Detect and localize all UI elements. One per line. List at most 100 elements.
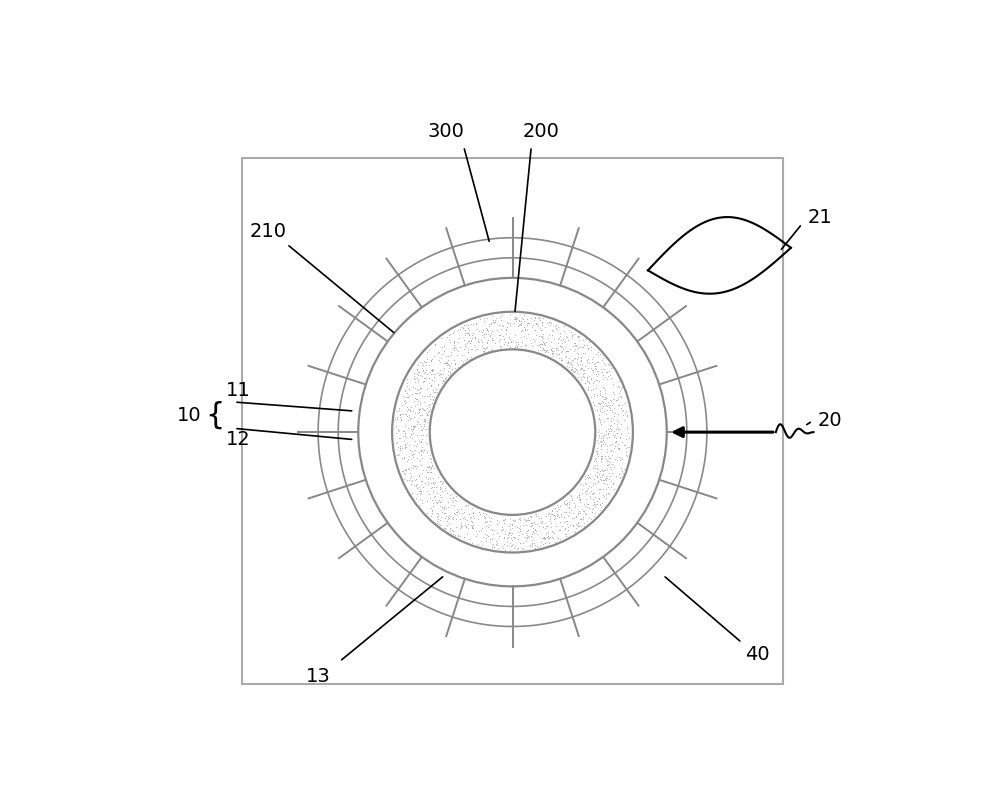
Point: [575, 478, 591, 491]
Point: [607, 452, 623, 465]
Point: [451, 506, 467, 519]
Point: [404, 474, 420, 487]
Point: [601, 467, 617, 480]
Point: [464, 536, 480, 549]
Point: [409, 367, 425, 380]
Point: [592, 473, 608, 486]
Point: [605, 444, 621, 457]
Point: [454, 358, 470, 371]
Point: [426, 491, 442, 504]
Point: [419, 383, 435, 396]
Point: [599, 411, 615, 424]
Point: [610, 380, 626, 393]
Point: [394, 407, 410, 420]
Point: [458, 341, 474, 354]
Point: [594, 405, 610, 418]
Point: [389, 436, 405, 449]
Point: [545, 526, 561, 539]
Point: [474, 335, 490, 348]
Point: [423, 456, 439, 469]
Point: [573, 354, 589, 367]
Point: [401, 463, 417, 476]
Point: [407, 386, 423, 399]
Point: [539, 343, 555, 356]
Point: [457, 337, 473, 350]
Point: [464, 343, 480, 356]
Point: [445, 512, 461, 525]
Point: [437, 357, 453, 370]
Point: [401, 411, 417, 424]
Point: [592, 348, 608, 361]
Point: [545, 325, 561, 338]
Point: [603, 411, 619, 424]
Point: [560, 509, 576, 522]
Point: [554, 341, 570, 354]
Point: [397, 383, 413, 396]
Point: [414, 401, 430, 414]
Point: [394, 451, 410, 464]
Point: [432, 363, 448, 376]
Point: [478, 516, 494, 529]
Point: [432, 483, 448, 496]
Point: [520, 512, 536, 525]
Point: [578, 493, 594, 506]
Point: [448, 495, 464, 508]
Point: [532, 311, 548, 324]
Point: [591, 396, 607, 409]
Point: [456, 343, 472, 356]
Point: [447, 340, 463, 353]
Point: [409, 482, 425, 495]
Point: [406, 419, 422, 432]
Point: [492, 311, 508, 324]
Point: [416, 444, 432, 457]
Point: [430, 470, 446, 483]
Point: [538, 345, 554, 358]
Point: [575, 333, 591, 346]
Point: [461, 324, 477, 337]
Point: [437, 507, 453, 520]
Point: [445, 491, 461, 504]
Point: [440, 354, 456, 367]
Point: [412, 382, 428, 395]
Point: [611, 374, 627, 387]
Point: [609, 418, 625, 431]
Point: [588, 373, 604, 386]
Point: [425, 476, 441, 489]
Point: [505, 531, 521, 544]
Point: [412, 418, 428, 431]
Point: [553, 509, 569, 522]
Point: [500, 316, 516, 329]
Point: [596, 393, 612, 406]
Point: [593, 439, 609, 452]
Point: [464, 521, 480, 534]
Point: [598, 408, 614, 421]
Point: [422, 452, 438, 465]
Point: [571, 504, 587, 517]
Point: [446, 324, 462, 337]
Point: [552, 523, 568, 536]
Point: [575, 363, 591, 376]
Point: [593, 400, 609, 413]
Point: [409, 478, 425, 491]
Point: [558, 515, 574, 528]
Point: [585, 376, 601, 389]
Point: [522, 519, 538, 532]
Point: [497, 336, 513, 349]
Point: [541, 315, 557, 328]
Point: [445, 528, 461, 541]
Point: [416, 414, 432, 427]
Point: [524, 534, 540, 547]
Point: [584, 502, 600, 515]
Point: [590, 436, 606, 449]
Point: [416, 375, 432, 388]
Point: [544, 345, 560, 358]
Point: [581, 512, 597, 525]
Point: [512, 537, 528, 550]
Point: [413, 428, 429, 441]
Point: [409, 387, 425, 400]
Point: [420, 461, 436, 474]
Point: [579, 355, 595, 368]
Point: [423, 354, 439, 367]
Point: [589, 446, 605, 459]
Point: [421, 405, 437, 418]
